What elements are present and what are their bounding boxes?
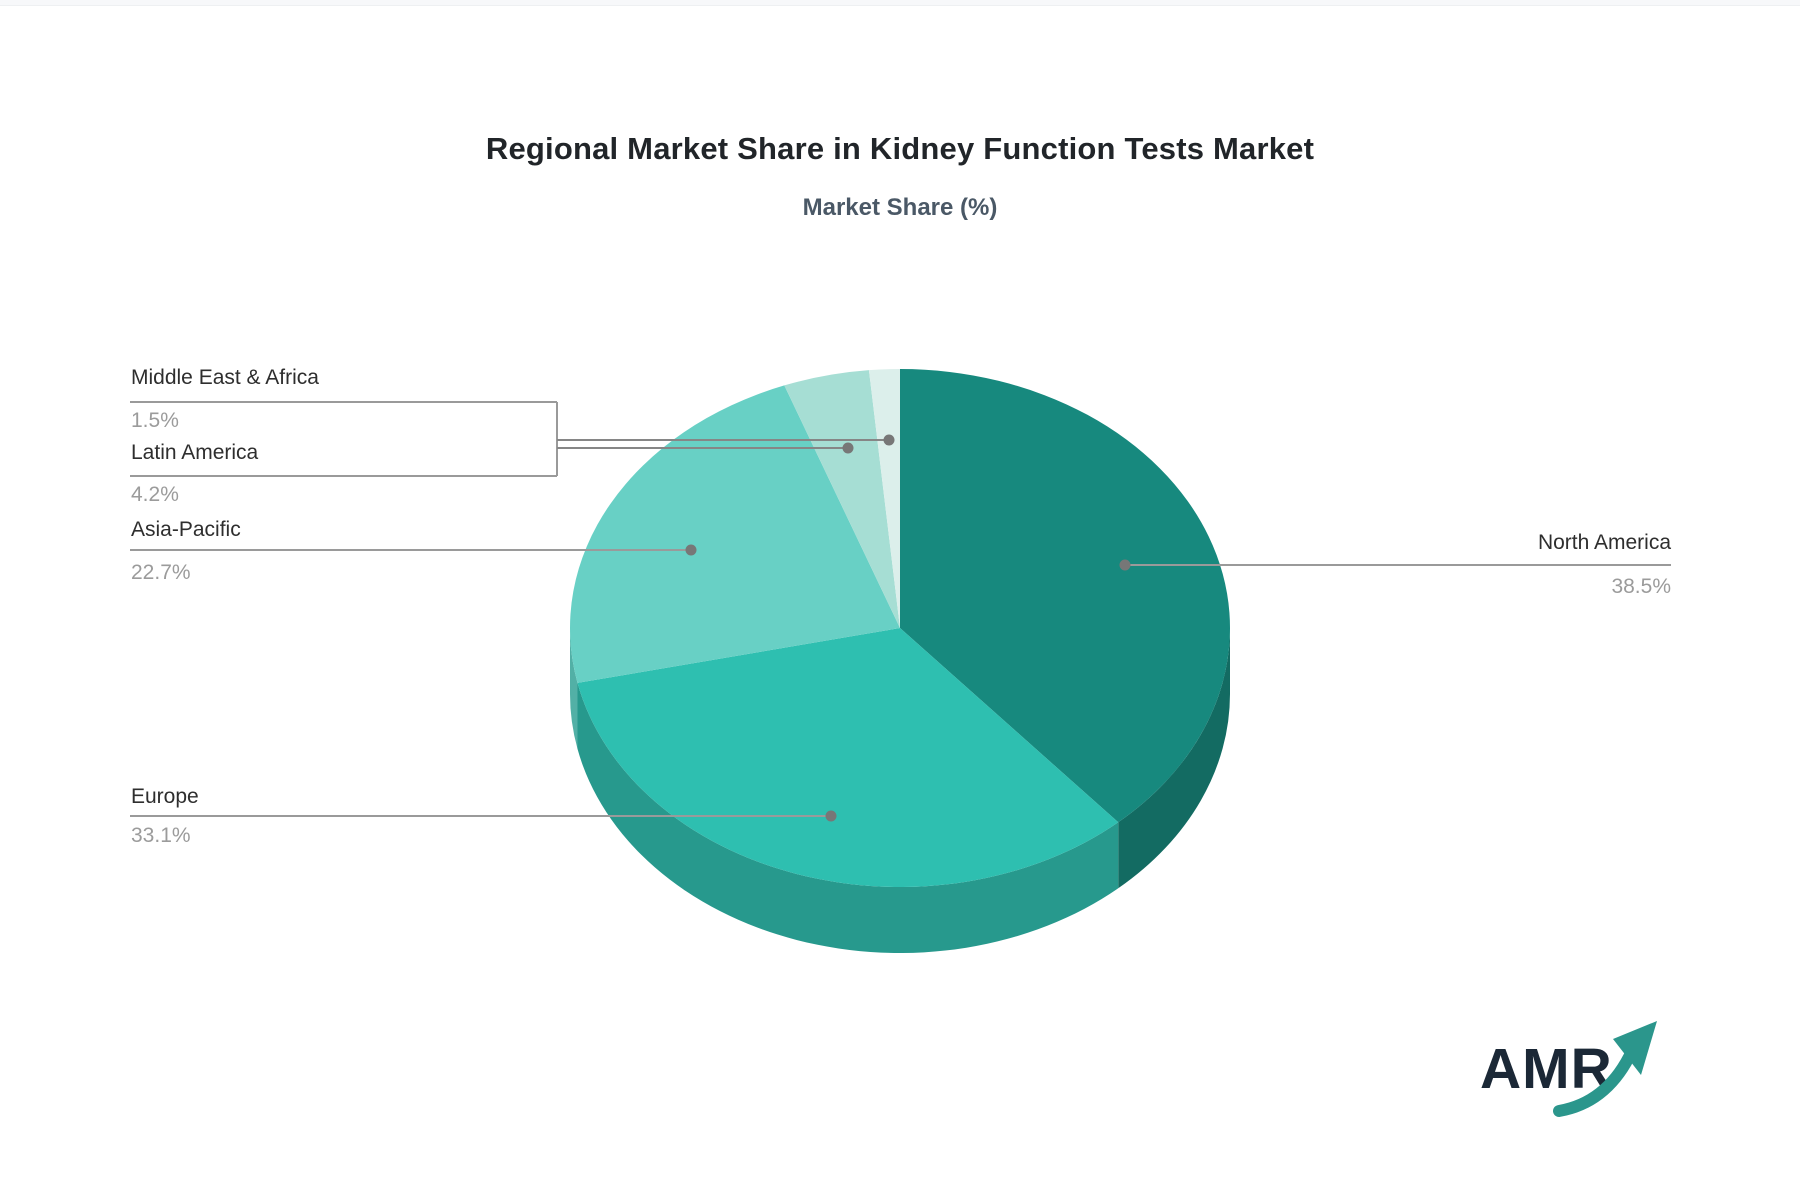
pie-slice-europe[interactable] — [577, 628, 1119, 888]
value-latin-america: 4.2% — [131, 483, 179, 506]
callout-dots — [685, 434, 1131, 822]
chart-subtitle: Market Share (%) — [802, 194, 998, 221]
value-north-america: 38.5% — [1611, 575, 1671, 598]
pie-slice-middle-east-africa[interactable] — [868, 369, 900, 628]
value-middle-east-africa: 1.5% — [131, 409, 179, 432]
pie-slice-north-america[interactable] — [900, 369, 1230, 823]
pie-slice-latin-america[interactable] — [784, 370, 900, 628]
top-strip — [0, 0, 1800, 6]
pie-side-north-america — [1118, 628, 1230, 889]
pie-slice-asia-pacific[interactable] — [569, 385, 900, 683]
amr-logo-text: AMR — [1480, 1037, 1613, 1101]
mea-dot — [883, 434, 895, 446]
amr-logo-arrow-icon — [1553, 1021, 1657, 1117]
pie-side-asia-pacific — [570, 628, 578, 749]
label-middle-east-africa: Middle East & Africa — [131, 366, 319, 389]
latam-dot — [842, 442, 854, 454]
ap-dot — [685, 544, 697, 556]
chart-title: Regional Market Share in Kidney Function… — [485, 131, 1315, 166]
value-europe: 33.1% — [131, 824, 191, 847]
callout-connectors — [557, 439, 889, 449]
label-europe: Europe — [131, 785, 199, 808]
pie-side-europe — [577, 682, 1119, 954]
pie-chart — [569, 369, 1230, 954]
value-asia-pacific: 22.7% — [131, 561, 191, 584]
europe-dot — [825, 810, 837, 822]
label-latin-america: Latin America — [131, 441, 259, 464]
label-asia-pacific: Asia-Pacific — [131, 518, 241, 541]
na-dot — [1119, 559, 1131, 571]
label-north-america: North America — [1537, 531, 1671, 554]
